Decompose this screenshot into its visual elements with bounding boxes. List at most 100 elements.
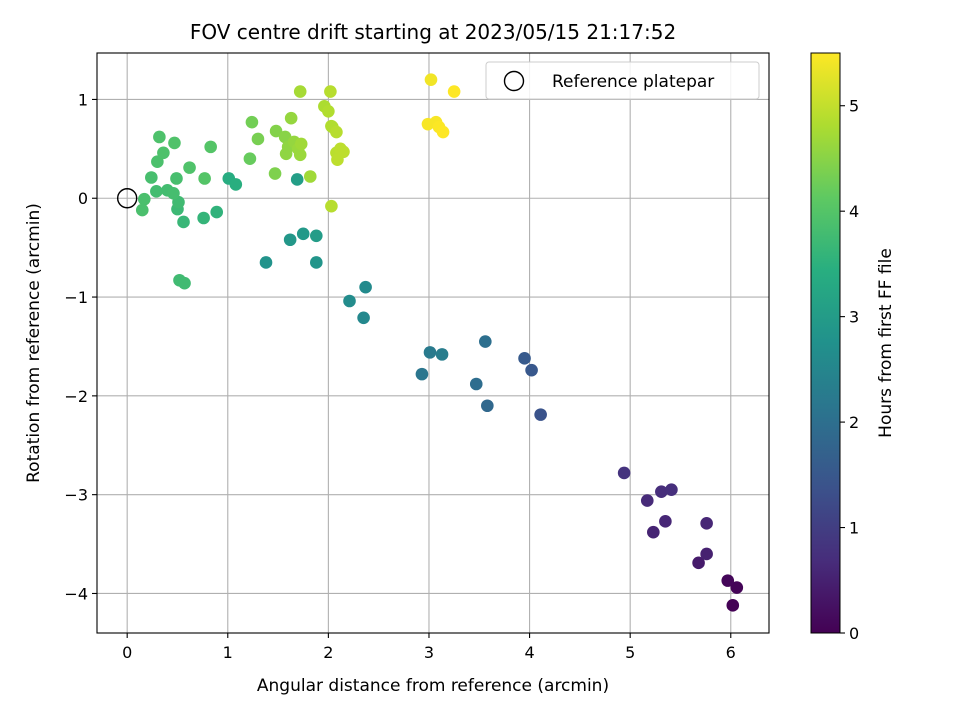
data-point bbox=[183, 161, 196, 174]
data-point bbox=[479, 335, 492, 348]
data-point bbox=[283, 233, 297, 247]
data-point bbox=[204, 140, 217, 154]
data-point bbox=[268, 167, 282, 180]
x-tick-label: 3 bbox=[424, 643, 434, 662]
plot-area bbox=[97, 53, 769, 633]
legend: Reference platepar bbox=[485, 61, 760, 100]
data-point bbox=[700, 517, 713, 530]
y-tick-label: 1 bbox=[78, 90, 88, 109]
colorbar-ticks: 0 1 2 3 4 5 bbox=[840, 97, 859, 643]
x-tick-label: 4 bbox=[524, 643, 534, 662]
data-point bbox=[659, 515, 672, 528]
data-point bbox=[310, 229, 323, 243]
data-point bbox=[655, 485, 668, 499]
data-point bbox=[435, 348, 449, 361]
data-point bbox=[415, 367, 429, 381]
y-tick-label: −4 bbox=[64, 584, 88, 603]
data-point bbox=[481, 399, 494, 413]
colorbar-label: Hours from first FF file bbox=[876, 248, 896, 438]
y-tick-label: −3 bbox=[64, 486, 88, 505]
chart-title: FOV centre drift starting at 2023/05/15 … bbox=[190, 20, 676, 44]
data-point bbox=[259, 256, 273, 269]
data-point bbox=[167, 187, 180, 200]
data-point bbox=[157, 146, 170, 160]
data-point bbox=[324, 85, 337, 98]
y-axis-ticks: −4 −3 −2 −1 0 1 bbox=[64, 90, 97, 603]
data-point bbox=[343, 294, 356, 308]
data-point bbox=[357, 311, 370, 325]
data-point bbox=[197, 211, 210, 225]
plot-frame bbox=[96, 52, 770, 634]
data-point bbox=[178, 276, 191, 290]
legend-label: Reference platepar bbox=[552, 72, 714, 92]
data-point bbox=[243, 152, 257, 166]
data-point bbox=[469, 377, 483, 391]
data-point bbox=[145, 171, 158, 184]
data-point bbox=[726, 599, 740, 612]
data-points bbox=[135, 73, 744, 612]
data-point bbox=[293, 85, 307, 98]
data-point bbox=[665, 483, 678, 497]
data-point bbox=[518, 352, 531, 365]
x-axis-ticks: 0 1 2 3 4 5 6 bbox=[122, 633, 736, 662]
x-tick-label: 1 bbox=[223, 643, 233, 662]
data-point bbox=[534, 408, 547, 421]
data-point bbox=[137, 192, 151, 206]
data-point bbox=[721, 574, 735, 587]
legend-box bbox=[485, 61, 760, 100]
data-point bbox=[700, 547, 713, 561]
data-point bbox=[322, 104, 335, 118]
data-point bbox=[294, 137, 308, 151]
data-point bbox=[135, 203, 149, 217]
legend-reference-marker bbox=[503, 70, 525, 92]
colorbar-gradient bbox=[810, 52, 841, 634]
colorbar-tick-label: 4 bbox=[849, 202, 859, 221]
colorbar-tick-label: 2 bbox=[849, 413, 859, 432]
data-point bbox=[436, 125, 450, 139]
colorbar-tick-label: 3 bbox=[849, 308, 859, 327]
data-point bbox=[229, 178, 243, 191]
colorbar-tick-label: 1 bbox=[849, 519, 859, 538]
y-tick-label: −1 bbox=[64, 288, 88, 307]
x-tick-label: 0 bbox=[122, 643, 132, 662]
data-point bbox=[198, 172, 211, 185]
data-point bbox=[325, 199, 338, 213]
data-point bbox=[150, 185, 163, 198]
data-point bbox=[153, 130, 166, 144]
y-tick-label: −2 bbox=[64, 387, 88, 406]
data-point bbox=[151, 155, 164, 168]
data-point bbox=[337, 145, 350, 159]
data-point bbox=[303, 170, 317, 183]
data-point bbox=[290, 173, 304, 186]
data-point bbox=[617, 466, 631, 480]
data-point bbox=[447, 85, 461, 98]
data-point bbox=[310, 256, 323, 269]
x-tick-label: 5 bbox=[625, 643, 635, 662]
colorbar-tick-label: 0 bbox=[849, 624, 859, 643]
data-point bbox=[245, 115, 259, 129]
x-axis-label: Angular distance from reference (arcmin) bbox=[257, 676, 609, 696]
data-point bbox=[170, 172, 183, 185]
data-point bbox=[269, 124, 283, 138]
data-point bbox=[293, 148, 307, 162]
colorbar-tick-label: 5 bbox=[849, 97, 859, 116]
data-point bbox=[330, 125, 343, 139]
data-point bbox=[251, 132, 265, 146]
data-point bbox=[168, 136, 181, 150]
colorbar: 0 1 2 3 4 5 Hours from first FF file bbox=[810, 52, 896, 643]
x-tick-label: 2 bbox=[323, 643, 333, 662]
reference-platepar-marker bbox=[116, 188, 138, 209]
data-point bbox=[647, 525, 660, 539]
data-point bbox=[692, 556, 705, 570]
data-point bbox=[424, 73, 438, 86]
data-point bbox=[640, 494, 654, 507]
data-point bbox=[525, 363, 538, 377]
data-point bbox=[359, 280, 372, 294]
data-point bbox=[296, 227, 310, 241]
data-point bbox=[210, 205, 224, 219]
x-tick-label: 6 bbox=[726, 643, 736, 662]
data-point bbox=[284, 111, 298, 125]
data-point bbox=[177, 215, 190, 229]
y-axis-label: Rotation from reference (arcmin) bbox=[24, 203, 44, 483]
